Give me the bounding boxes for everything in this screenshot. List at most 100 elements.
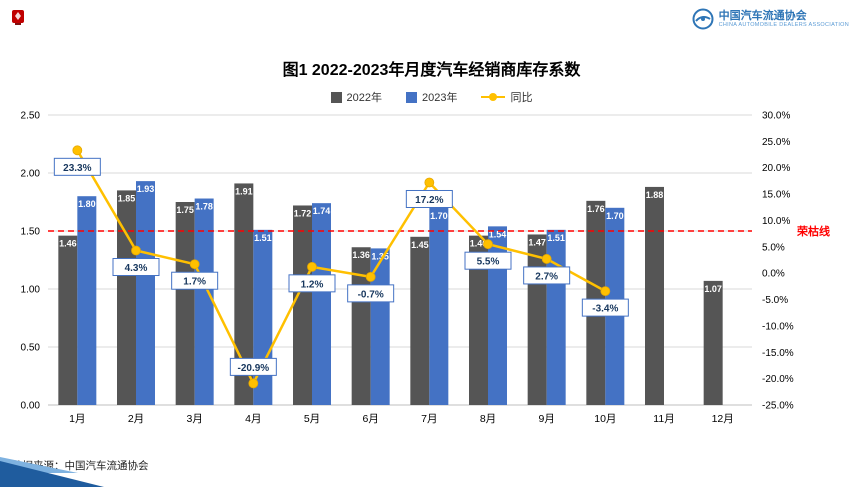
legend-item-同比: 同比 <box>481 89 532 105</box>
bar-value-label: 1.91 <box>235 186 253 196</box>
yoy-label-text: 4.3% <box>125 263 148 274</box>
yoy-label-box <box>288 274 336 293</box>
bar-value-label: 1.35 <box>371 251 389 261</box>
bar-value-label: 1.07 <box>704 284 722 294</box>
right-axis-tick-label: 15.0% <box>762 190 790 201</box>
left-axis-tick-label: 0.50 <box>21 343 41 354</box>
left-axis-tick-label: 0.00 <box>21 401 41 412</box>
bar-value-label: 1.88 <box>646 190 664 200</box>
cada-brand-text: 中国汽车流通协会 CHINA AUTOMOBILE DEALERS ASSOCI… <box>719 10 849 28</box>
x-axis-category-label: 12月 <box>712 413 734 425</box>
right-axis-tick-label: -10.0% <box>762 321 794 332</box>
bar-2023年-2月 <box>136 181 155 405</box>
bar-value-label: 1.47 <box>528 237 546 247</box>
yoy-label-box <box>581 298 629 317</box>
bar-value-label: 1.70 <box>606 211 624 221</box>
yoy-label-box <box>229 357 277 376</box>
yoy-label-text: -20.9% <box>237 363 269 374</box>
bar-2023年-1月 <box>77 196 97 405</box>
bar-2023年-5月 <box>312 203 331 405</box>
bar-2022年-1月 <box>58 235 78 405</box>
x-axis-category-label: 11月 <box>653 413 674 425</box>
bar-2023年-7月 <box>429 207 449 405</box>
bar-value-label: 1.78 <box>195 202 213 212</box>
reference-line-label: 荣枯线 <box>796 224 830 238</box>
bar-2023年-8月 <box>488 226 507 405</box>
right-axis-tick-label: -20.0% <box>762 374 794 385</box>
bar-value-label: 1.93 <box>137 184 155 194</box>
yoy-label-text: 1.7% <box>183 277 206 288</box>
right-axis-tick-label: 5.0% <box>762 242 785 253</box>
yoy-point-10月 <box>600 286 611 297</box>
bar-value-label: 1.54 <box>489 229 507 239</box>
bar-value-label: 1.76 <box>587 204 605 214</box>
legend-label: 同比 <box>510 92 533 104</box>
x-axis-category-label: 10月 <box>594 413 616 425</box>
left-axis-tick-label: 1.00 <box>21 285 41 296</box>
yoy-label-box <box>405 189 453 208</box>
yoy-label-text: 5.5% <box>477 257 500 268</box>
yoy-point-7月 <box>424 177 435 188</box>
x-axis-category-label: 9月 <box>538 413 554 425</box>
legend-line-marker-dot <box>489 93 498 102</box>
bar-value-label: 1.51 <box>547 233 565 243</box>
yoy-label-text: 1.2% <box>301 279 324 290</box>
x-axis-category-label: 1月 <box>69 413 85 425</box>
right-axis-tick-label: -15.0% <box>762 348 794 359</box>
bar-value-label: 1.80 <box>78 199 96 209</box>
yoy-label-box <box>464 251 512 270</box>
right-axis-tick-label: 20.0% <box>762 163 790 174</box>
x-axis-category-label: 5月 <box>304 413 320 425</box>
yoy-line <box>76 149 606 387</box>
bar-2022年-5月 <box>293 205 312 405</box>
right-axis-tick-label: 25.0% <box>762 137 790 148</box>
yoy-label-box <box>523 266 571 285</box>
chart-legend: 2022年 2023年 同比 <box>0 89 863 105</box>
bar-value-label: 1.46 <box>470 239 488 249</box>
right-axis-tick-label: 10.0% <box>762 216 790 227</box>
bar-value-label: 1.45 <box>411 240 429 250</box>
yoy-point-4月 <box>248 378 259 389</box>
legend-color-swatch-icon <box>406 91 417 103</box>
x-axis-category-label: 7月 <box>421 413 437 425</box>
x-axis-category-label: 3月 <box>186 413 202 425</box>
bar-2022年-3月 <box>175 202 195 405</box>
bar-value-label: 1.85 <box>118 193 136 203</box>
right-axis-tick-label: 30.0% <box>762 111 790 122</box>
bar-2022年-11月 <box>645 186 664 405</box>
yoy-point-9月 <box>541 254 552 264</box>
yoy-point-3月 <box>189 259 200 270</box>
bar-2022年-6月 <box>351 247 371 405</box>
bar-2022年-12月 <box>703 280 723 405</box>
yoy-label-text: -3.4% <box>592 304 618 315</box>
yoy-label-text: 2.7% <box>535 271 558 282</box>
legend-item-2022年: 2022年 <box>330 89 382 105</box>
legend-label: 2022年 <box>346 92 382 104</box>
legend-line-marker-icon <box>481 93 506 102</box>
yoy-point-5月 <box>307 261 317 272</box>
left-axis-tick-label: 2.50 <box>21 111 41 122</box>
corner-decoration-dark <box>0 461 104 487</box>
bar-2023年-3月 <box>194 198 214 405</box>
cada-logo-icon <box>692 8 714 30</box>
bar-value-label: 1.51 <box>254 233 272 243</box>
bar-value-label: 1.36 <box>352 250 370 260</box>
bar-value-label: 1.74 <box>313 206 331 216</box>
yoy-label-box <box>112 258 160 277</box>
x-axis-category-label: 4月 <box>245 413 261 425</box>
yoy-label-text: 23.3% <box>63 163 91 174</box>
x-axis-category-label: 8月 <box>480 413 496 425</box>
yoy-label-text: -0.7% <box>358 289 384 300</box>
legend-item-2023年: 2023年 <box>406 89 457 105</box>
right-axis-tick-label: -5.0% <box>762 295 788 306</box>
bar-value-label: 1.46 <box>59 239 77 249</box>
yoy-label-box <box>347 284 395 303</box>
page-corner-emblem-icon <box>12 10 24 25</box>
legend-color-swatch-icon <box>330 91 342 103</box>
bar-value-label: 1.75 <box>176 205 194 215</box>
bar-value-label: 1.70 <box>430 211 448 221</box>
x-axis-category-label: 2月 <box>128 413 144 425</box>
left-axis-tick-label: 2.00 <box>21 169 41 180</box>
right-axis-tick-label: 0.0% <box>762 269 785 280</box>
